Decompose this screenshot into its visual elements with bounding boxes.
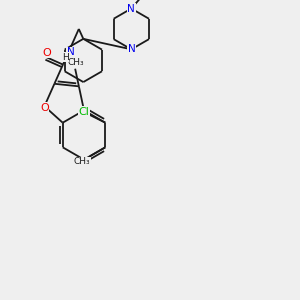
Text: O: O [40,103,49,113]
Text: H: H [62,53,69,62]
Text: N: N [128,44,136,54]
Text: O: O [42,48,51,58]
Text: CH₃: CH₃ [68,58,84,67]
Text: CH₃: CH₃ [74,157,91,166]
Text: N: N [67,47,75,57]
Text: Cl: Cl [78,107,89,117]
Text: N: N [128,4,135,14]
